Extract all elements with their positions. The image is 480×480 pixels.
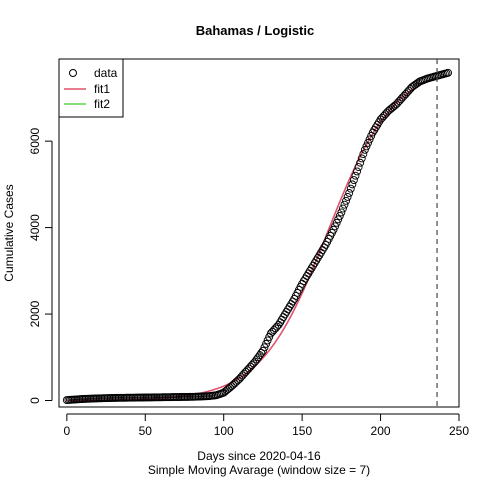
x-tick-label: 150: [292, 424, 312, 438]
data-point: [288, 301, 295, 308]
legend-fit2-label: fit2: [94, 97, 110, 111]
chart-title: Bahamas / Logistic: [196, 23, 314, 38]
y-tick-label: 0: [28, 397, 42, 404]
data-point: [300, 278, 307, 285]
data-point: [281, 311, 288, 318]
y-tick-label: 2000: [28, 300, 42, 327]
data-point: [283, 308, 290, 315]
data-point: [354, 168, 361, 175]
x-axis-sublabel: Simple Moving Avarage (window size = 7): [148, 463, 370, 477]
data-point: [347, 185, 354, 192]
x-tick-label: 50: [139, 424, 153, 438]
data-point: [346, 190, 353, 197]
legend: data fit1 fit2: [59, 59, 123, 117]
data-point: [339, 205, 346, 212]
data-point: [341, 201, 348, 208]
data-point: [344, 193, 351, 200]
data-point: [280, 314, 287, 321]
data-point: [278, 316, 285, 323]
data-points-layer: [63, 69, 451, 403]
x-tick-label: 0: [63, 424, 70, 438]
data-point: [355, 164, 362, 171]
legend-fit1-label: fit1: [94, 82, 110, 96]
x-tick-label: 200: [371, 424, 391, 438]
x-tick-label: 100: [214, 424, 234, 438]
x-tick-label: 250: [449, 424, 469, 438]
x-axis-label: Days since 2020-04-16: [197, 449, 321, 463]
x-axis: 0 50 100 150 200 250: [63, 414, 469, 438]
data-point: [286, 303, 293, 310]
fit1-curve: [67, 78, 437, 401]
y-tick-label: 4000: [28, 214, 42, 241]
data-point: [285, 306, 292, 313]
data-point: [349, 181, 356, 188]
fit1-layer: [67, 78, 437, 401]
data-point: [352, 172, 359, 179]
y-tick-label: 6000: [28, 127, 42, 154]
y-axis: 0 2000 4000 6000: [28, 127, 52, 403]
data-point: [343, 197, 350, 204]
data-point: [350, 177, 357, 184]
y-axis-label: Cumulative Cases: [2, 184, 16, 281]
legend-data-label: data: [94, 66, 118, 80]
